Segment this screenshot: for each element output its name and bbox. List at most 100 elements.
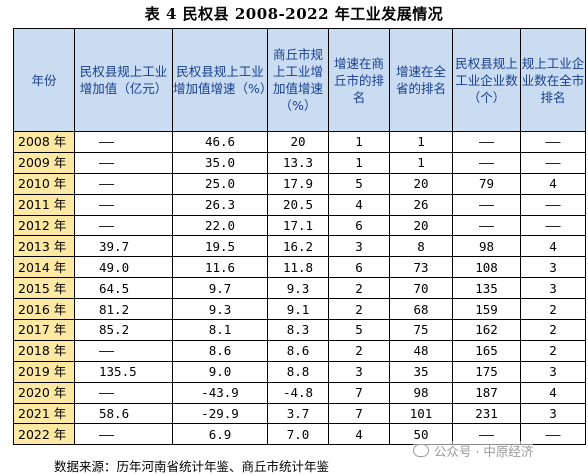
- table-cell: 20: [389, 214, 453, 237]
- header-city-rank: 增速在商丘市的排名: [328, 28, 390, 132]
- table-row: 2011 年 —— 26.3 20.5 4 26 —— ——: [13, 193, 586, 216]
- table-cell: 159: [452, 298, 521, 321]
- table-cell: 11.8: [267, 256, 329, 279]
- table-cell: 98: [452, 235, 521, 258]
- table-cell: 9.1: [267, 298, 329, 321]
- table-cell: 165: [452, 339, 521, 362]
- table-row: 2018 年 —— 8.6 8.6 2 48 165 2: [13, 339, 586, 362]
- table-cell: ——: [74, 214, 173, 237]
- table-cell: -4.8: [267, 381, 329, 404]
- watermark: 公众号 · 中原经济: [413, 441, 534, 460]
- table-row: 2021 年 58.6 -29.9 3.7 7 101 231 3: [13, 402, 586, 425]
- table-cell: 20.5: [267, 193, 329, 216]
- table-cell: 1: [328, 151, 390, 174]
- table-cell: 8.6: [172, 339, 268, 362]
- table-cell: 2: [328, 298, 390, 321]
- table-cell: 9.7: [172, 277, 268, 300]
- table-cell: ——: [74, 151, 173, 174]
- header-province-rank: 增速在全省的排名: [389, 28, 453, 132]
- table-cell: 4: [520, 172, 586, 195]
- table-cell: 13.3: [267, 151, 329, 174]
- table-cell: 79: [452, 172, 521, 195]
- table-cell: 17.1: [267, 214, 329, 237]
- table-cell: 8.8: [267, 360, 329, 383]
- table-title: 表 4 民权县 2008-2022 年工业发展情况: [144, 5, 444, 23]
- table-cell: ——: [452, 193, 521, 216]
- header-row: 年份 民权县规上工业增加值（亿元） 民权县规上工业增加值增速（%） 商丘市规上工…: [13, 28, 586, 132]
- table-cell: 19.5: [172, 235, 268, 258]
- table-cell: 3: [520, 402, 586, 425]
- table-row: 2017 年 85.2 8.1 8.3 5 75 162 2: [13, 319, 586, 341]
- table-cell: 6.9: [172, 423, 268, 446]
- header-added-value: 民权县规上工业增加值（亿元）: [74, 28, 173, 132]
- table-cell: 5: [328, 172, 390, 195]
- year-cell: 2009 年: [13, 151, 75, 174]
- table-cell: 135: [452, 277, 521, 300]
- year-cell: 2012 年: [13, 214, 75, 237]
- table-cell: 3: [520, 360, 586, 383]
- table-cell: ——: [520, 193, 586, 216]
- table-cell: 22.0: [172, 214, 268, 237]
- table-cell: -29.9: [172, 402, 268, 425]
- table-cell: 7: [328, 402, 390, 425]
- table-cell: 8.1: [172, 319, 268, 341]
- table-cell: 3: [520, 277, 586, 300]
- year-cell: 2017 年: [13, 319, 75, 341]
- table-cell: 46.6: [172, 131, 268, 153]
- table-cell: 3.7: [267, 402, 329, 425]
- table-cell: ——: [74, 423, 173, 446]
- table-cell: 6: [328, 214, 390, 237]
- table-cell: 58.6: [74, 402, 173, 425]
- table-cell: 2: [520, 298, 586, 321]
- table-cell: ——: [452, 151, 521, 174]
- table-row: 2019 年 135.5 9.0 8.8 3 35 175 3: [13, 360, 586, 383]
- table-cell: 2: [520, 339, 586, 362]
- table-cell: 4: [328, 193, 390, 216]
- table-cell: 9.3: [172, 298, 268, 321]
- table-cell: 73: [389, 256, 453, 279]
- table-cell: 187: [452, 381, 521, 404]
- table-cell: 6: [328, 256, 390, 279]
- table-cell: -43.9: [172, 381, 268, 404]
- table-cell: ——: [74, 131, 173, 153]
- table-cell: 4: [328, 423, 390, 446]
- table-cell: 75: [389, 319, 453, 341]
- header-enterprise-count: 民权县规上工业企业数（个）: [452, 28, 521, 132]
- table-cell: 7: [328, 381, 390, 404]
- table-cell: 1: [389, 131, 453, 153]
- table-cell: 2: [520, 319, 586, 341]
- table-row: 2012 年 —— 22.0 17.1 6 20 —— ——: [13, 214, 586, 237]
- table-cell: 64.5: [74, 277, 173, 300]
- table-cell: 2: [328, 339, 390, 362]
- header-enterprise-rank: 规上工业企业数在全市排名: [520, 28, 586, 132]
- header-year: 年份: [13, 28, 75, 132]
- table-cell: 26.3: [172, 193, 268, 216]
- table-cell: 11.6: [172, 256, 268, 279]
- table-cell: 3: [328, 360, 390, 383]
- source-note: 数据来源：历年河南省统计年鉴、商丘市统计年鉴: [54, 459, 330, 474]
- year-cell: 2011 年: [13, 193, 75, 216]
- table-cell: 16.2: [267, 235, 329, 258]
- table-cell: 8.3: [267, 319, 329, 341]
- table-cell: 35: [389, 360, 453, 383]
- table-cell: 3: [328, 235, 390, 258]
- table-row: 2010 年 —— 25.0 17.9 5 20 79 4: [13, 172, 586, 195]
- table-cell: 85.2: [74, 319, 173, 341]
- table-cell: ——: [452, 131, 521, 153]
- table-cell: ——: [520, 131, 586, 153]
- table-cell: 8.6: [267, 339, 329, 362]
- table-cell: 2: [328, 277, 390, 300]
- table-cell: 108: [452, 256, 521, 279]
- table-row: 2013 年 39.7 19.5 16.2 3 8 98 4: [13, 235, 586, 258]
- table-cell: 70: [389, 277, 453, 300]
- table-row: 2015 年 64.5 9.7 9.3 2 70 135 3: [13, 277, 586, 300]
- table-cell: ——: [520, 151, 586, 174]
- table-row: 2020 年 —— -43.9 -4.8 7 98 187 4: [13, 381, 586, 404]
- year-cell: 2010 年: [13, 172, 75, 195]
- table-cell: 231: [452, 402, 521, 425]
- table-cell: ——: [520, 423, 586, 446]
- table-cell: 98: [389, 381, 453, 404]
- table-cell: 7.0: [267, 423, 329, 446]
- header-county-growth: 民权县规上工业增加值增速（%）: [172, 28, 268, 132]
- year-cell: 2014 年: [13, 256, 75, 279]
